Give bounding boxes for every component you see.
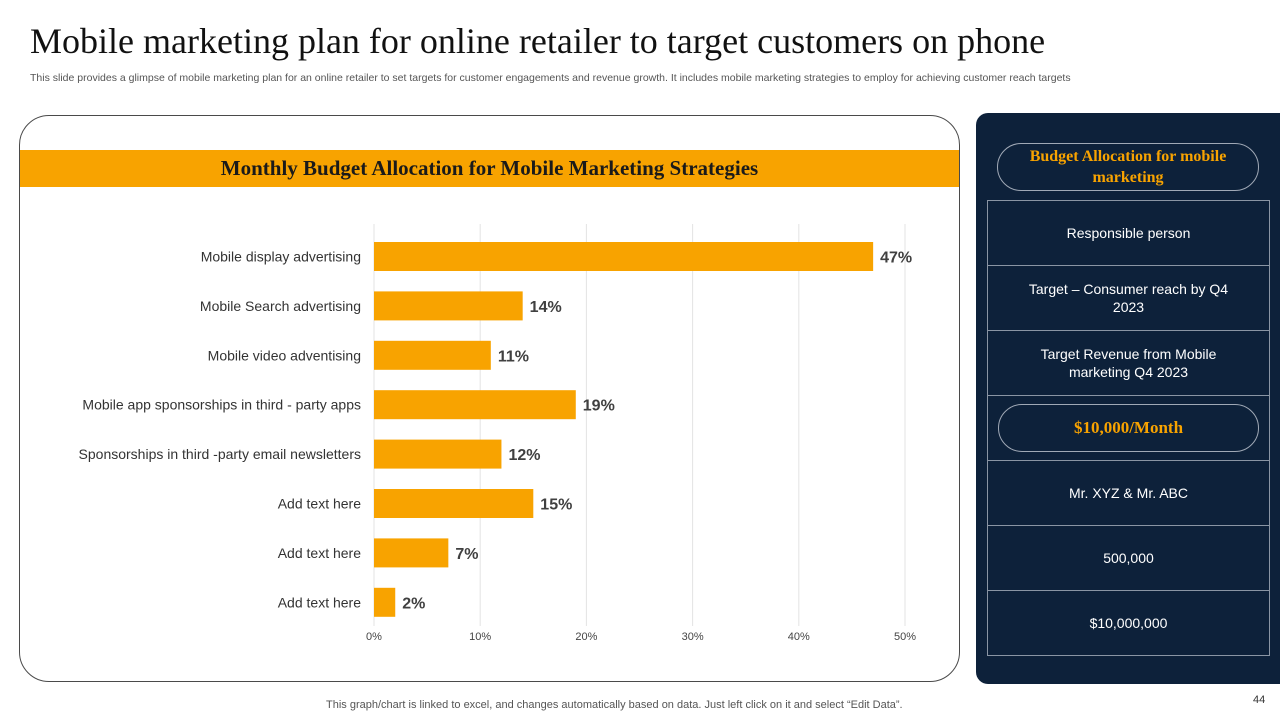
x-tick-label: 10% <box>469 631 491 643</box>
page-number: 44 <box>1253 694 1266 706</box>
bar <box>374 340 491 370</box>
bar <box>374 538 449 568</box>
bar <box>374 390 576 420</box>
x-tick-label: 20% <box>575 631 597 643</box>
category-label: Mobile app sponsorships in third - party… <box>82 397 361 413</box>
page-title: Mobile marketing plan for online retaile… <box>30 21 1046 61</box>
data-label: 47% <box>880 250 912 267</box>
chart-title: Monthly Budget Allocation for Mobile Mar… <box>20 150 959 187</box>
x-tick-label: 30% <box>682 631 704 643</box>
data-label: 19% <box>583 398 615 415</box>
panel-row-responsible: Responsible person <box>988 201 1269 266</box>
panel-value-consumer-reach: 500,000 <box>988 526 1269 591</box>
x-tick-label: 50% <box>894 631 916 643</box>
data-label: 2% <box>402 595 425 612</box>
budget-panel <box>976 113 1280 684</box>
category-label: Add text here <box>278 594 361 610</box>
bar <box>374 439 502 469</box>
data-label: 14% <box>530 299 562 316</box>
category-label: Add text here <box>278 545 361 561</box>
category-label: Add text here <box>278 496 361 512</box>
panel-row-budget: $10,000/Month <box>988 396 1269 461</box>
data-label: 7% <box>455 546 478 563</box>
category-label: Mobile video adventising <box>208 347 361 363</box>
budget-value: $10,000/Month <box>998 404 1259 452</box>
data-label: 12% <box>508 447 540 464</box>
category-label: Sponsorships in third -party email newsl… <box>79 446 361 462</box>
panel-value-responsible: Mr. XYZ & Mr. ABC <box>988 461 1269 526</box>
data-label: 11% <box>498 348 529 365</box>
panel-row-consumer-reach: Target – Consumer reach by Q4 2023 <box>988 266 1269 331</box>
x-tick-label: 40% <box>788 631 810 643</box>
category-label: Mobile Search advertising <box>200 298 361 314</box>
category-label: Mobile display advertising <box>201 249 361 265</box>
panel-table: Responsible person Target – Consumer rea… <box>987 200 1270 656</box>
data-label: 15% <box>540 497 572 514</box>
bar <box>374 489 534 518</box>
footnote: This graph/chart is linked to excel, and… <box>326 699 903 711</box>
bar <box>374 291 523 321</box>
bar <box>374 587 396 617</box>
panel-header: Budget Allocation for mobile marketing <box>997 143 1259 191</box>
x-tick-label: 0% <box>366 631 382 643</box>
panel-value-target-revenue: $10,000,000 <box>988 591 1269 656</box>
page-subtitle: This slide provides a glimpse of mobile … <box>30 72 1071 84</box>
bar-chart: 0% 10% 20% 30% 40% 50% Mobile display advertis… <box>79 224 916 643</box>
panel-row-target-revenue: Target Revenue from Mobile marketing Q4 … <box>988 331 1269 396</box>
bar <box>374 242 874 271</box>
